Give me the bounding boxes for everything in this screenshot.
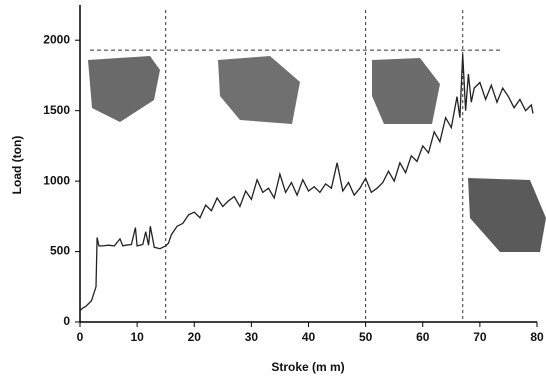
- y-tick-label: 500: [50, 244, 70, 258]
- specimen-image: [468, 178, 546, 252]
- y-tick-label: 1000: [43, 173, 70, 187]
- y-tick-label: 1500: [43, 103, 70, 117]
- chart: Load (ton) Stroke (m m) 0 10 20 30 40 50 60 70 8…: [0, 0, 546, 384]
- x-tick-label: 10: [130, 330, 144, 344]
- x-tick-label: 80: [530, 330, 544, 344]
- y-tick-label: 0: [63, 314, 70, 328]
- y-axis-label: Load (ton): [10, 136, 24, 195]
- specimen-image: [88, 56, 160, 122]
- x-tick-label: 40: [302, 330, 316, 344]
- x-tick-label: 70: [473, 330, 487, 344]
- x-tick-label: 60: [416, 330, 430, 344]
- x-tick-label: 20: [188, 330, 202, 344]
- y-tick-label: 2000: [43, 32, 70, 46]
- specimen-image: [218, 56, 300, 124]
- specimen-image: [372, 58, 440, 124]
- x-tick-label: 50: [359, 330, 373, 344]
- x-tick-label: 30: [245, 330, 259, 344]
- x-axis-label: Stroke (m m): [271, 360, 344, 374]
- x-tick-label: 0: [77, 330, 84, 344]
